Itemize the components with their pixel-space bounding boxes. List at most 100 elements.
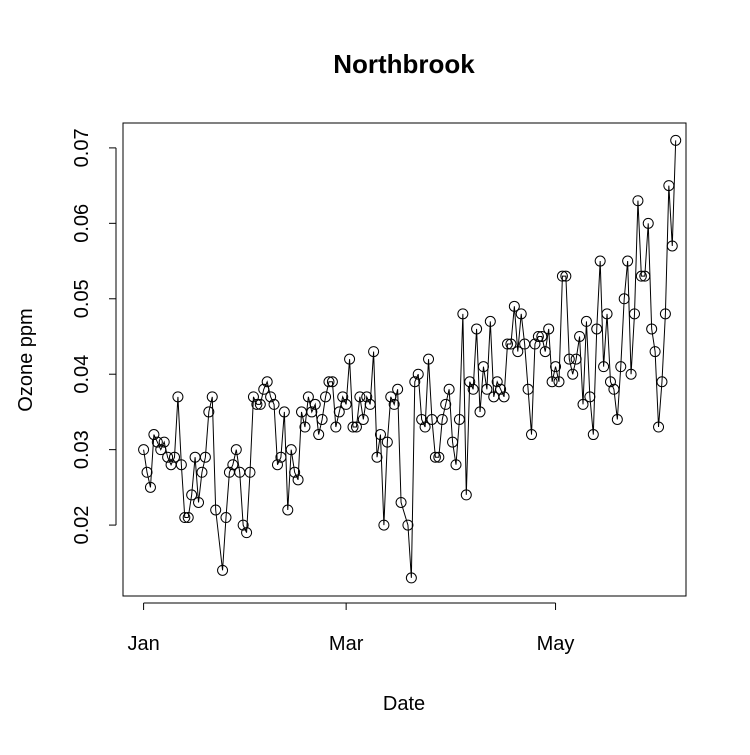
- data-point: [179, 512, 191, 524]
- data-point: [193, 496, 205, 508]
- data-point: [495, 383, 507, 395]
- data-point: [632, 195, 644, 207]
- data-point: [515, 308, 527, 320]
- data-point: [368, 346, 380, 358]
- data-point: [364, 398, 376, 410]
- data-point: [512, 346, 524, 358]
- data-point: [618, 293, 630, 305]
- data-point: [162, 451, 174, 463]
- data-point: [491, 376, 503, 388]
- data-point: [550, 361, 562, 373]
- data-point: [182, 512, 194, 524]
- data-point: [172, 391, 184, 403]
- y-tick-label: 0.02: [71, 506, 93, 545]
- chart-title: Northbrook: [333, 49, 475, 79]
- x-tick-label: Mar: [329, 633, 364, 655]
- data-point: [337, 391, 349, 403]
- data-point: [388, 398, 400, 410]
- data-point: [663, 180, 675, 192]
- y-tick-label: 0.03: [71, 430, 93, 469]
- data-point: [330, 421, 342, 433]
- data-point: [666, 240, 678, 252]
- data-point: [210, 504, 222, 516]
- data-point: [405, 572, 417, 584]
- data-point: [275, 451, 287, 463]
- data-point: [313, 429, 325, 441]
- data-point: [419, 421, 431, 433]
- data-point: [244, 466, 256, 478]
- data-point: [148, 429, 160, 441]
- data-point: [670, 134, 682, 146]
- data-point: [344, 353, 356, 365]
- data-point: [639, 270, 651, 282]
- data-point: [251, 398, 263, 410]
- data-point: [302, 391, 314, 403]
- data-point: [460, 489, 472, 501]
- plot-box: [122, 122, 687, 597]
- data-point: [258, 383, 270, 395]
- data-point: [357, 413, 369, 425]
- data-point: [423, 353, 435, 365]
- data-point: [186, 489, 198, 501]
- data-point: [371, 451, 383, 463]
- data-point: [409, 376, 421, 388]
- data-point: [385, 391, 397, 403]
- data-point: [526, 429, 538, 441]
- y-tick-label: 0.05: [71, 279, 93, 318]
- data-point: [604, 376, 616, 388]
- data-point: [402, 519, 414, 531]
- data-point: [477, 361, 489, 373]
- data-point: [378, 519, 390, 531]
- data-point: [220, 512, 232, 524]
- data-point: [629, 308, 641, 320]
- data-point: [501, 338, 513, 350]
- data-point: [543, 323, 555, 335]
- data-point: [474, 406, 486, 418]
- data-point: [350, 421, 362, 433]
- data-point: [230, 444, 242, 456]
- data-point: [278, 406, 290, 418]
- data-point: [374, 429, 386, 441]
- data-point: [436, 413, 448, 425]
- data-point: [265, 391, 277, 403]
- data-point: [587, 429, 599, 441]
- data-point: [615, 361, 627, 373]
- data-point: [649, 346, 661, 358]
- data-point: [584, 391, 596, 403]
- data-point: [203, 406, 215, 418]
- data-point: [333, 406, 345, 418]
- data-point: [440, 398, 452, 410]
- data-point: [309, 398, 321, 410]
- data-point: [450, 459, 462, 471]
- data-point: [340, 398, 352, 410]
- data-point: [354, 391, 366, 403]
- data-point: [320, 391, 332, 403]
- y-tick-label: 0.04: [71, 355, 93, 394]
- data-point: [227, 459, 239, 471]
- data-point: [447, 436, 459, 448]
- data-point: [453, 413, 465, 425]
- data-point: [635, 270, 647, 282]
- x-axis-title: Date: [383, 693, 425, 715]
- data-point: [282, 504, 294, 516]
- data-point: [625, 368, 637, 380]
- data-point: [484, 315, 496, 327]
- data-point: [601, 308, 613, 320]
- data-point: [591, 323, 603, 335]
- data-point: [217, 564, 229, 576]
- data-point: [347, 421, 359, 433]
- data-point: [471, 323, 483, 335]
- data-point: [247, 391, 259, 403]
- data-point: [144, 481, 156, 493]
- data-point: [659, 308, 671, 320]
- data-point: [381, 436, 393, 448]
- data-point: [529, 338, 541, 350]
- data-point: [138, 444, 150, 456]
- data-line: [143, 140, 677, 578]
- data-point: [285, 444, 297, 456]
- data-point: [412, 368, 424, 380]
- data-point: [361, 391, 373, 403]
- data-point: [574, 330, 586, 342]
- data-point: [580, 315, 592, 327]
